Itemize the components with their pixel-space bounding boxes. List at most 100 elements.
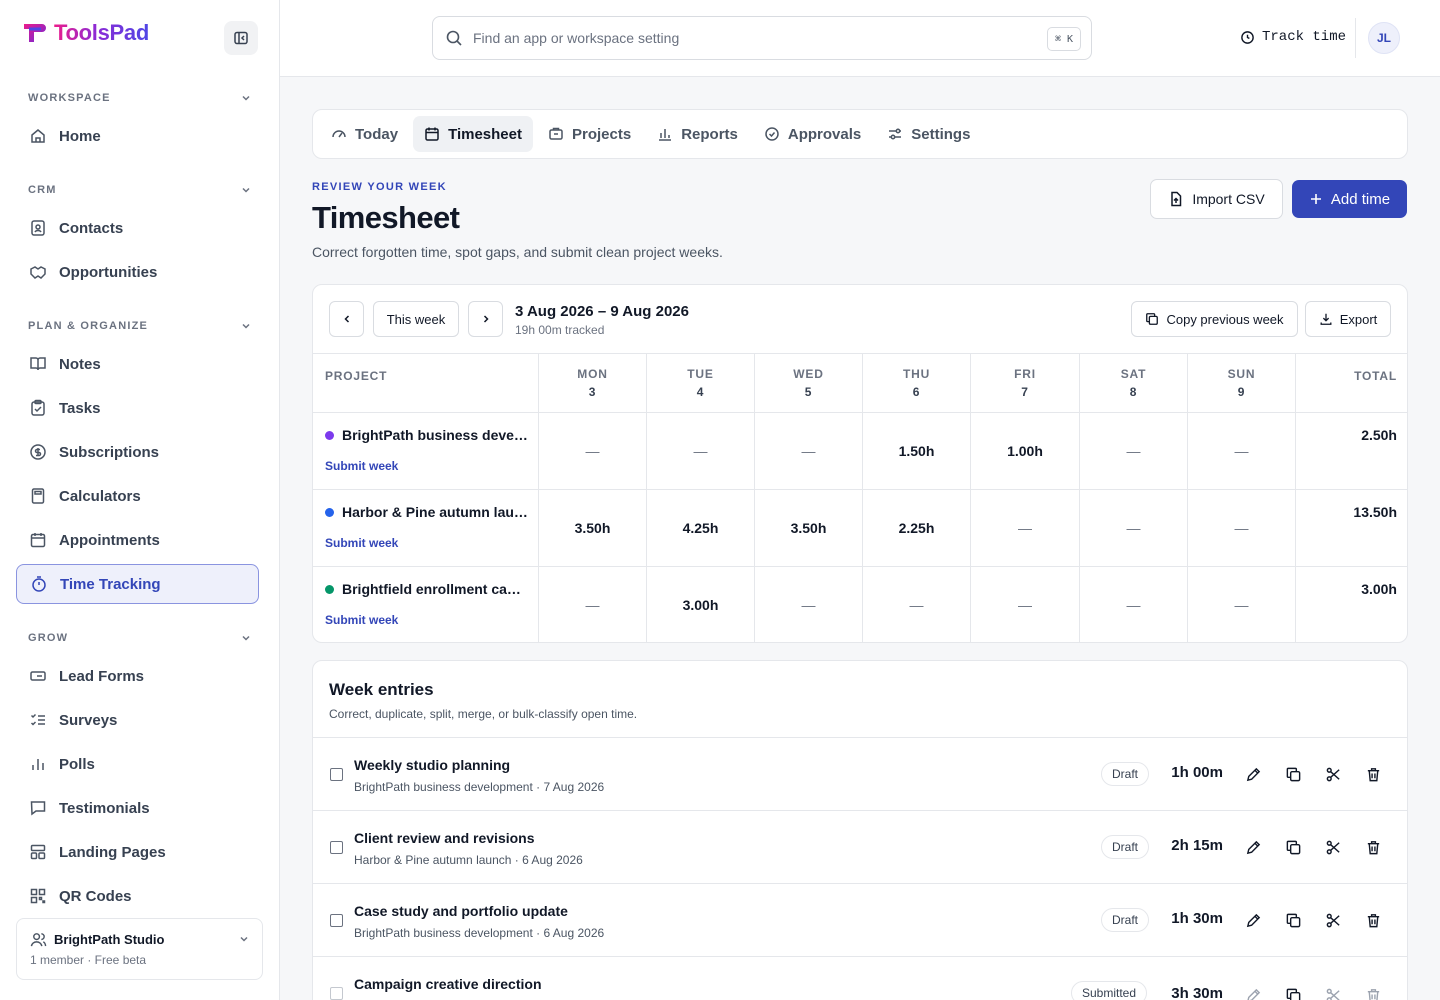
layout-icon [29, 843, 47, 861]
book-icon [29, 355, 47, 373]
entry-checkbox[interactable] [330, 987, 343, 1000]
time-cell[interactable]: — [538, 567, 646, 642]
section-grow[interactable]: GROW [28, 632, 252, 644]
time-cell[interactable]: — [754, 567, 862, 642]
time-cell[interactable]: — [1079, 413, 1187, 489]
time-cell[interactable]: — [1187, 490, 1295, 566]
tab-today[interactable]: Today [320, 116, 409, 152]
duplicate-button[interactable] [1283, 910, 1303, 930]
tab-approvals[interactable]: Approvals [753, 116, 872, 152]
project-name[interactable]: BrightPath business deve… [325, 427, 535, 443]
delete-button[interactable] [1363, 985, 1383, 1000]
sidebar-item-appointments[interactable]: Appointments [16, 520, 259, 560]
duplicate-button[interactable] [1283, 837, 1303, 857]
sidebar-item-notes[interactable]: Notes [16, 344, 259, 384]
time-cell[interactable]: — [1187, 567, 1295, 642]
sidebar-item-surveys[interactable]: Surveys [16, 700, 259, 740]
time-cell[interactable]: 3.00h [646, 567, 754, 642]
add-time-button[interactable]: Add time [1292, 180, 1407, 218]
copy-icon [1286, 840, 1300, 854]
project-name[interactable]: Brightfield enrollment ca… [325, 581, 535, 597]
sidebar-item-tasks[interactable]: Tasks [16, 388, 259, 428]
entry-checkbox[interactable] [330, 841, 343, 854]
section-workspace[interactable]: WORKSPACE [28, 92, 252, 104]
time-cell[interactable]: 4.25h [646, 490, 754, 566]
project-cell: Brightfield enrollment ca… Submit week [313, 567, 538, 642]
split-button[interactable] [1323, 764, 1343, 784]
time-cell[interactable]: 3.50h [754, 490, 862, 566]
track-time-button[interactable]: Track time [1240, 29, 1346, 45]
split-button[interactable] [1323, 985, 1343, 1000]
edit-button[interactable] [1243, 764, 1263, 784]
workspace-switcher[interactable]: BrightPath Studio 1 member · Free beta [16, 918, 263, 980]
sidebar-item-time-tracking[interactable]: Time Tracking [16, 564, 259, 604]
sidebar-item-calculators[interactable]: Calculators [16, 476, 259, 516]
time-cell[interactable]: — [970, 490, 1079, 566]
sidebar-item-contacts[interactable]: Contacts [16, 208, 259, 248]
entry-checkbox[interactable] [330, 768, 343, 781]
project-name[interactable]: Harbor & Pine autumn lau… [325, 504, 535, 520]
split-button[interactable] [1323, 837, 1343, 857]
edit-button[interactable] [1243, 837, 1263, 857]
tab-reports[interactable]: Reports [646, 116, 749, 152]
edit-button[interactable] [1243, 985, 1263, 1000]
sidebar-item-landing-pages[interactable]: Landing Pages [16, 832, 259, 872]
submit-week-link[interactable]: Submit week [325, 536, 399, 550]
user-avatar[interactable]: JL [1368, 22, 1400, 54]
duplicate-button[interactable] [1283, 985, 1303, 1000]
time-cell[interactable]: — [538, 413, 646, 489]
tab-projects[interactable]: Projects [537, 116, 642, 152]
sidebar-item-opportunities[interactable]: Opportunities [16, 252, 259, 292]
entry-title[interactable]: Client review and revisions [354, 830, 535, 846]
time-cell[interactable]: — [754, 413, 862, 489]
import-csv-button[interactable]: Import CSV [1150, 179, 1283, 219]
next-week-button[interactable] [468, 301, 503, 337]
edit-button[interactable] [1243, 910, 1263, 930]
section-crm[interactable]: CRM [28, 184, 252, 196]
tab-settings[interactable]: Settings [876, 116, 981, 152]
time-cell[interactable]: — [1079, 567, 1187, 642]
collapse-sidebar-button[interactable] [224, 21, 258, 55]
entry-title[interactable]: Campaign creative direction [354, 976, 542, 992]
entry-checkbox[interactable] [330, 914, 343, 927]
section-plan-organize[interactable]: PLAN & ORGANIZE [28, 320, 252, 332]
time-cell[interactable]: 2.25h [862, 490, 970, 566]
duplicate-button[interactable] [1283, 764, 1303, 784]
time-cell[interactable]: — [970, 567, 1079, 642]
tab-label: Approvals [787, 125, 862, 143]
status-badge: Submitted [1071, 981, 1148, 1000]
brand-logo[interactable]: ToolsPad [22, 20, 149, 46]
time-cell[interactable]: — [862, 567, 970, 642]
delete-button[interactable] [1363, 837, 1383, 857]
this-week-button[interactable]: This week [373, 301, 459, 337]
submit-week-link[interactable]: Submit week [325, 459, 399, 473]
sidebar-item-qr-codes[interactable]: QR Codes [16, 876, 259, 916]
sidebar-item-home[interactable]: Home [16, 116, 259, 156]
time-cell[interactable]: — [1079, 490, 1187, 566]
delete-button[interactable] [1363, 764, 1383, 784]
time-cell[interactable]: 3.50h [538, 490, 646, 566]
sidebar-item-testimonials[interactable]: Testimonials [16, 788, 259, 828]
scissors-icon [1326, 767, 1340, 781]
search-input[interactable] [473, 30, 1033, 46]
tab-timesheet[interactable]: Timesheet [413, 116, 533, 152]
previous-week-button[interactable] [329, 301, 364, 337]
time-cell[interactable]: — [646, 413, 754, 489]
export-button[interactable]: Export [1305, 301, 1391, 337]
sidebar-item-lead-forms[interactable]: Lead Forms [16, 656, 259, 696]
search-box[interactable]: ⌘ K [432, 16, 1092, 60]
entry-title[interactable]: Weekly studio planning [354, 757, 511, 773]
submit-week-link[interactable]: Submit week [325, 613, 399, 627]
split-button[interactable] [1323, 910, 1343, 930]
project-header-label: PROJECT [325, 369, 388, 383]
copy-previous-week-button[interactable]: Copy previous week [1131, 301, 1298, 337]
time-cell[interactable]: 1.00h [970, 413, 1079, 489]
sidebar-item-subscriptions[interactable]: Subscriptions [16, 432, 259, 472]
time-cell[interactable]: — [1187, 413, 1295, 489]
entry-title[interactable]: Case study and portfolio update [354, 903, 568, 919]
search-icon [446, 30, 462, 46]
time-cell[interactable]: 1.50h [862, 413, 970, 489]
delete-button[interactable] [1363, 910, 1383, 930]
dollar-circle-icon [29, 443, 47, 461]
sidebar-item-polls[interactable]: Polls [16, 744, 259, 784]
